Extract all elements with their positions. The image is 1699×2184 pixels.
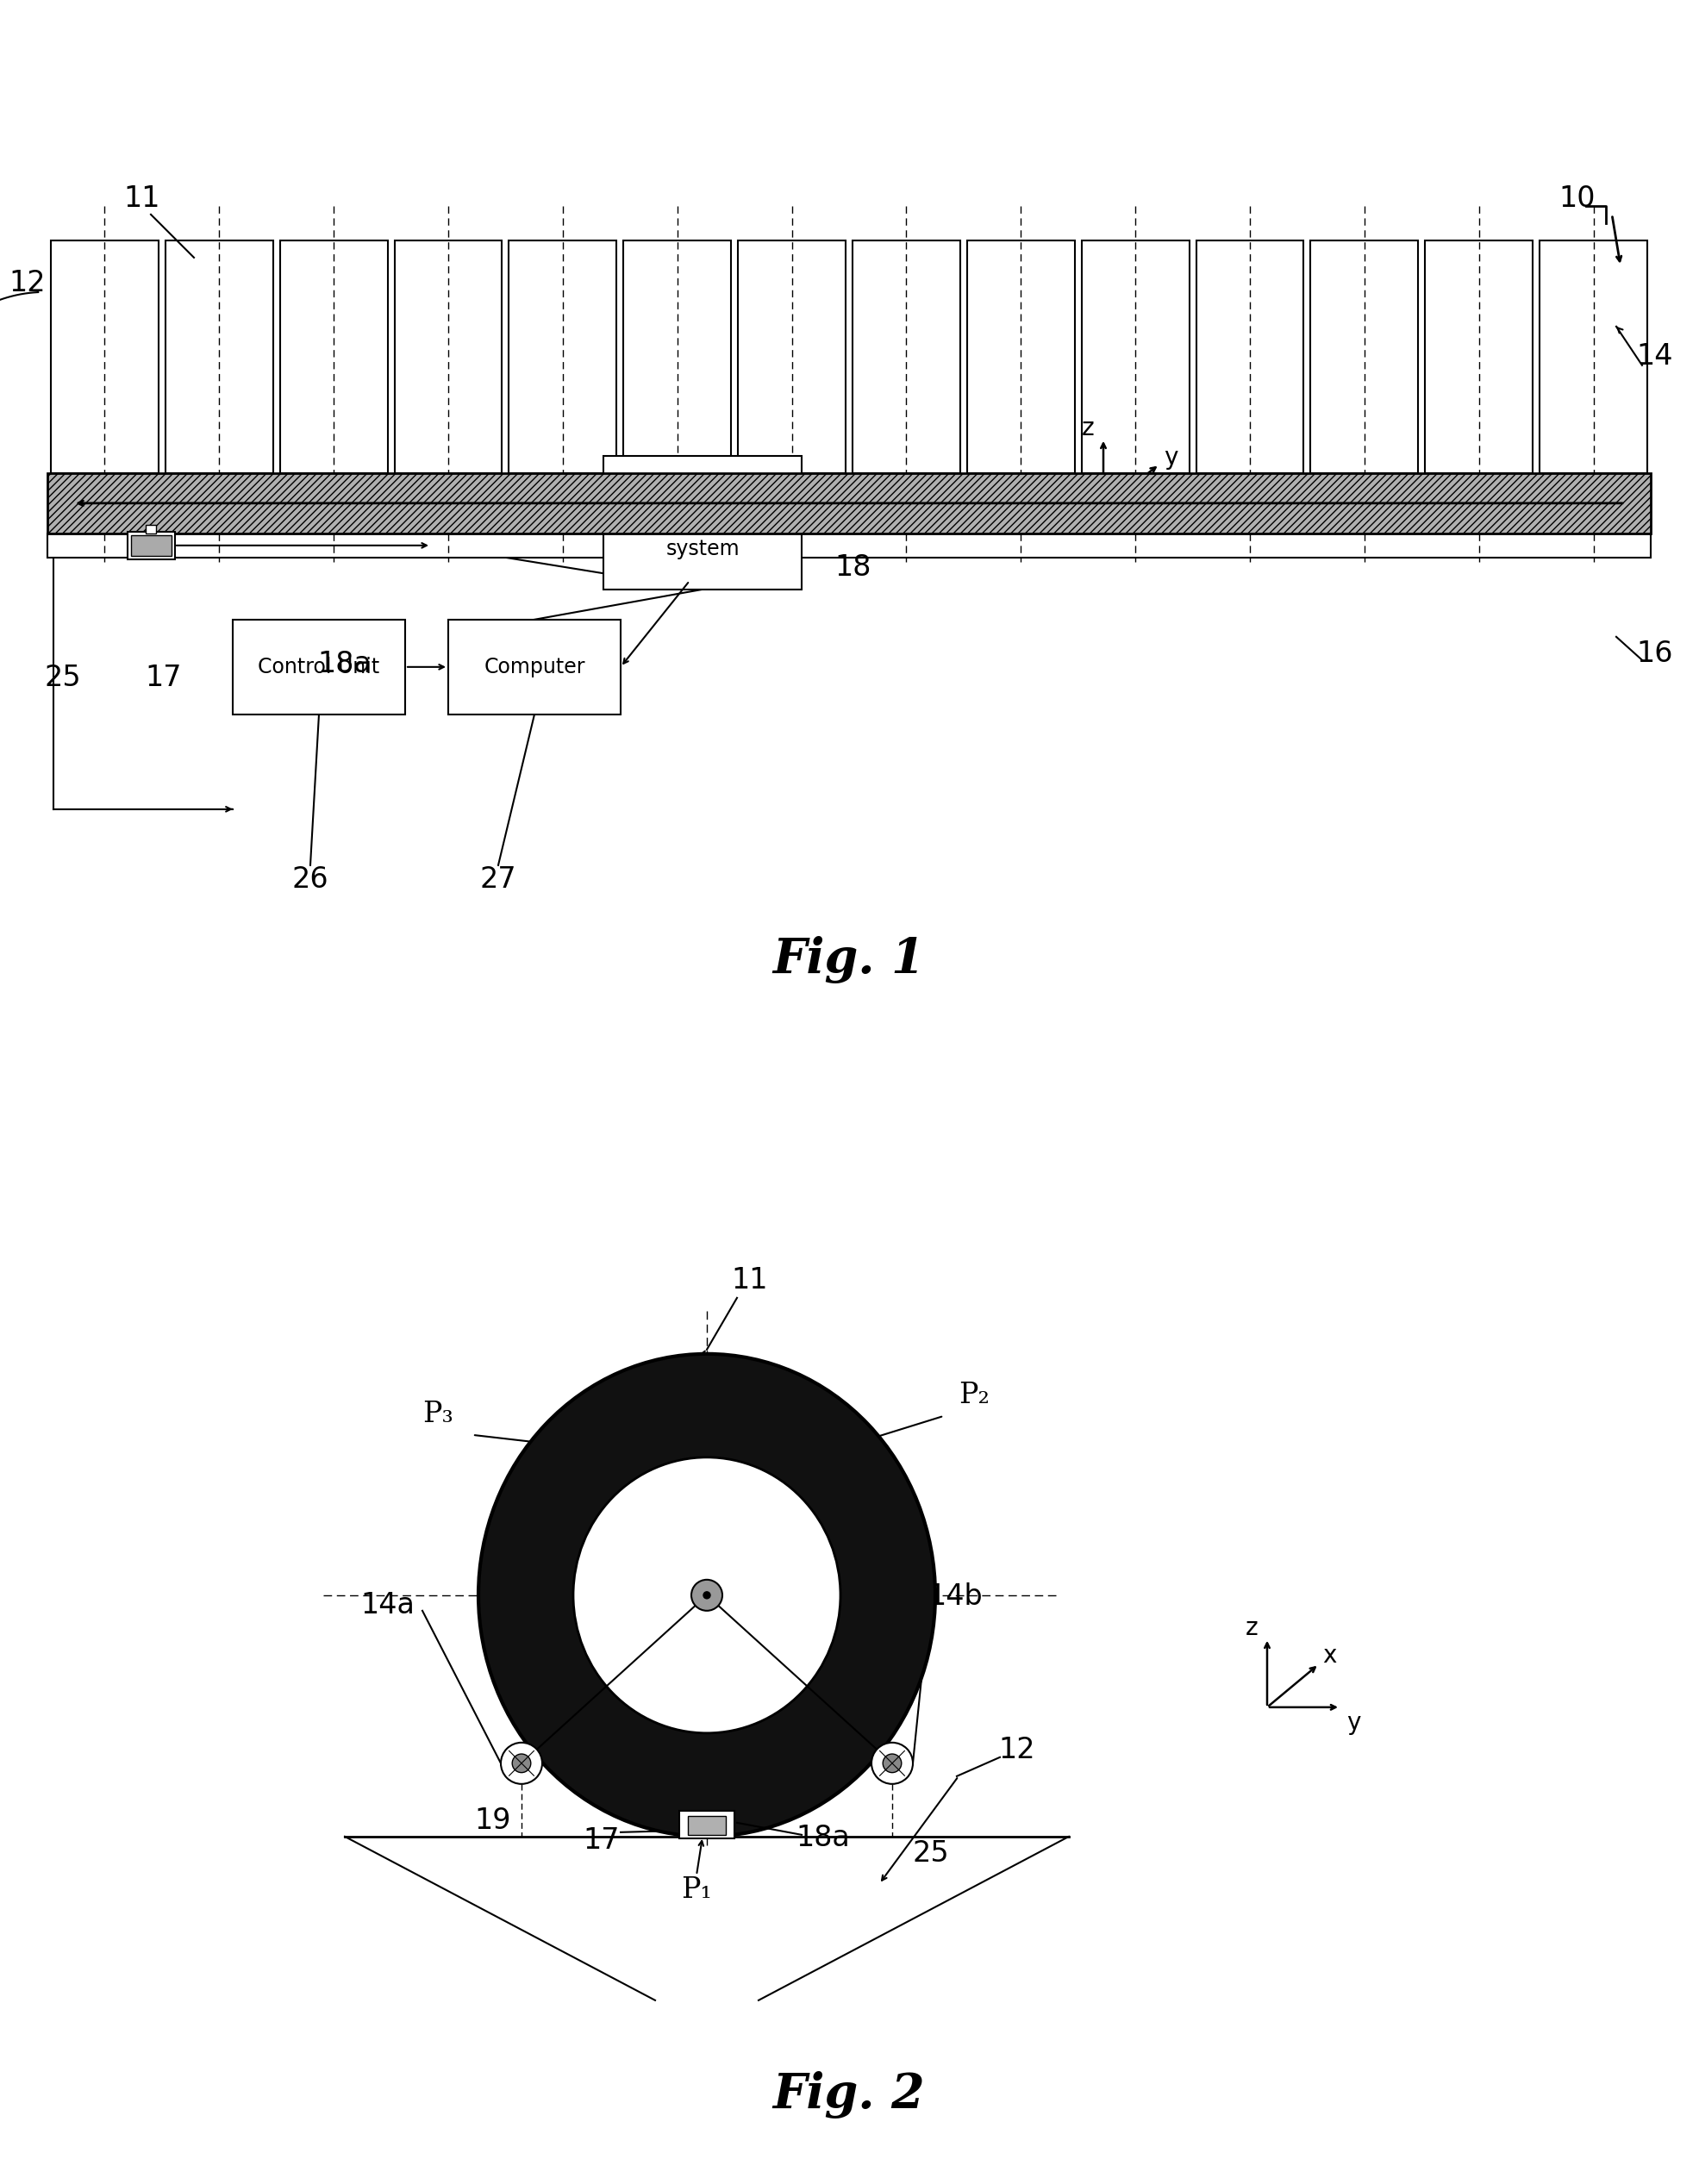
Bar (51, 240, 158, 474)
Text: Fig. 2: Fig. 2 (773, 2070, 926, 2118)
Circle shape (511, 1754, 530, 1773)
Text: 18a: 18a (318, 651, 372, 679)
Bar (1196, 240, 1303, 474)
Bar (48, 533, 1651, 557)
Bar (233, 620, 404, 714)
Circle shape (691, 1579, 722, 1612)
Text: 11: 11 (124, 186, 160, 214)
Text: P₃: P₃ (423, 1400, 454, 1428)
Text: 17: 17 (583, 1826, 620, 1854)
Bar (131, 535, 172, 555)
Text: x: x (1322, 1645, 1335, 1669)
Text: y: y (1346, 1710, 1361, 1734)
Text: P₂: P₂ (958, 1382, 989, 1409)
Circle shape (883, 1754, 902, 1773)
Text: 25: 25 (912, 1839, 950, 1867)
Bar (624, 240, 731, 474)
Text: 17: 17 (146, 664, 182, 692)
Text: 27: 27 (479, 865, 516, 893)
Bar (1425, 240, 1532, 474)
Text: NMR: NMR (680, 476, 725, 496)
Bar (449, 620, 620, 714)
Bar (165, 240, 274, 474)
Circle shape (501, 1743, 542, 1784)
Bar (280, 240, 387, 474)
Text: 12: 12 (8, 269, 46, 297)
Ellipse shape (573, 1457, 841, 1734)
Bar (603, 456, 802, 590)
Bar (510, 240, 617, 474)
Text: 10: 10 (1560, 186, 1595, 214)
Bar (1082, 240, 1189, 474)
Bar (967, 240, 1075, 474)
Bar (1310, 240, 1419, 474)
Ellipse shape (479, 1354, 934, 1837)
Text: Fig. 1: Fig. 1 (773, 937, 926, 983)
Text: measurement: measurement (632, 507, 773, 526)
Bar (737, 240, 846, 474)
Text: P₁: P₁ (681, 1876, 712, 1904)
Bar (688, 1815, 725, 1835)
Text: Control Unit: Control Unit (258, 657, 381, 677)
Text: 26: 26 (292, 865, 328, 893)
Circle shape (872, 1743, 912, 1784)
Bar (1539, 240, 1648, 474)
Text: z: z (1245, 1616, 1257, 1640)
Bar (48, 474, 1651, 533)
Text: 14: 14 (1636, 343, 1674, 371)
Text: 16: 16 (1636, 640, 1674, 668)
Text: 19: 19 (474, 1806, 511, 1835)
Text: 11: 11 (732, 1267, 768, 1295)
Text: Computer: Computer (484, 657, 584, 677)
Text: 18a: 18a (797, 1824, 850, 1852)
Bar (146, 524, 156, 533)
Text: 18: 18 (836, 553, 872, 583)
Bar (853, 240, 960, 474)
Text: y: y (1164, 446, 1177, 470)
Text: 25: 25 (44, 664, 82, 692)
Text: 12: 12 (999, 1736, 1035, 1765)
Bar (394, 240, 501, 474)
Text: system: system (666, 539, 739, 559)
Bar (127, 531, 175, 559)
Circle shape (703, 1592, 710, 1599)
Text: z: z (1082, 417, 1094, 441)
Text: 14a: 14a (360, 1592, 415, 1621)
Text: 14b: 14b (928, 1583, 982, 1612)
Bar (680, 1811, 734, 1839)
Text: x: x (1181, 513, 1194, 537)
